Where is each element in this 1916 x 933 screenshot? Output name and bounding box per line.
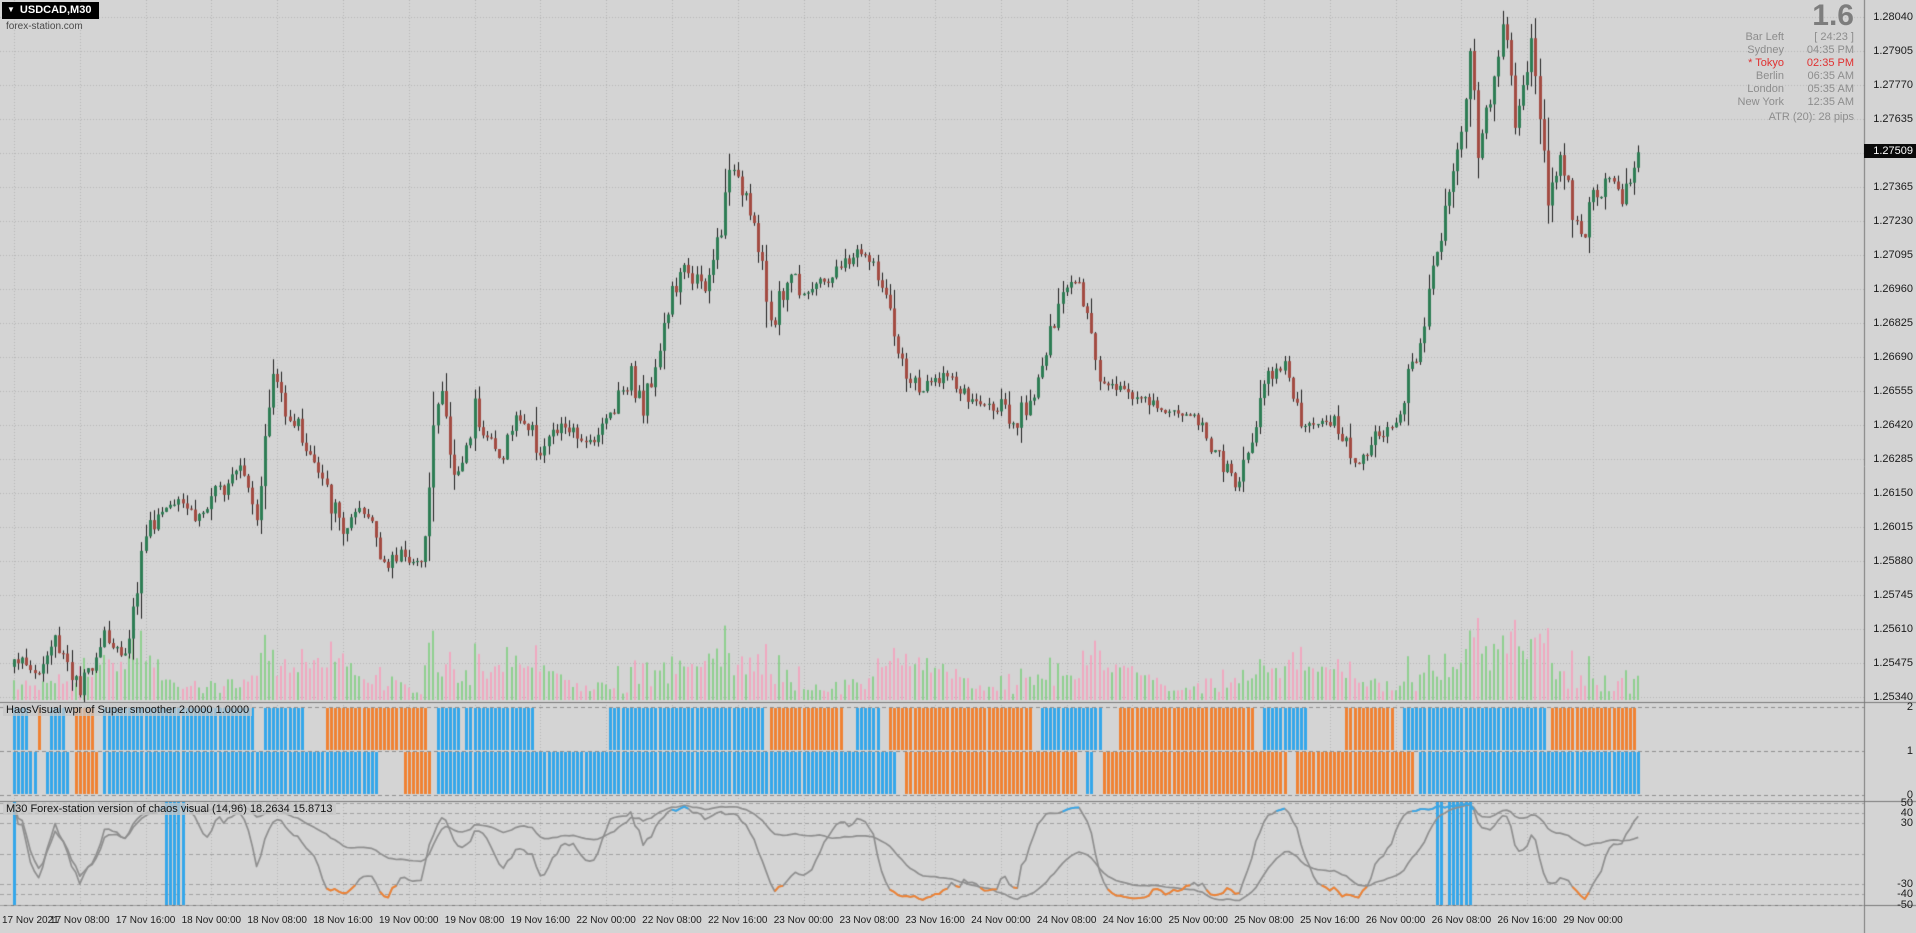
price-tick-label: 1.26150 (1873, 487, 1913, 499)
price-tick-label: 1.28040 (1873, 11, 1913, 23)
clock-row-sydney: Sydney 04:35 PM (1726, 44, 1854, 57)
price-tick-label: 1.27905 (1873, 45, 1913, 57)
price-tick-label: 1.26960 (1873, 283, 1913, 295)
clock-row-newyork: New York 12:35 AM (1726, 96, 1854, 109)
time-tick-label: 25 Nov 08:00 (1234, 915, 1294, 926)
price-tick-label: 1.25610 (1873, 623, 1913, 635)
price-tick-label: 1.26420 (1873, 419, 1913, 431)
clock-value: 06:35 AM (1807, 70, 1854, 82)
indicator2-title: M30 Forex-station version of chaos visua… (3, 803, 336, 815)
time-tick-label: 17 Nov 16:00 (115, 915, 176, 926)
price-tick-label: 1.25745 (1873, 589, 1913, 601)
time-tick-label: 24 Nov 08:00 (1036, 915, 1097, 926)
time-tick-label: 22 Nov 00:00 (576, 915, 636, 926)
big-number: 1.6 (1812, 0, 1854, 32)
clock-label: Berlin (1755, 70, 1784, 82)
time-tick-label: 26 Nov 00:00 (1365, 915, 1426, 926)
price-tick-label: 1.25340 (1873, 691, 1913, 703)
price-tick-label: 1.26825 (1873, 317, 1913, 329)
clock-value: 12:35 AM (1807, 96, 1854, 108)
time-tick-label: 25 Nov 00:00 (1168, 915, 1229, 926)
price-tick-label: 1.27635 (1873, 113, 1913, 125)
indicator2-scale-label: 30 (1900, 816, 1913, 829)
price-tick-label: 1.26555 (1873, 385, 1913, 397)
time-tick-label: 18 Nov 16:00 (313, 915, 373, 926)
clock-value: 04:35 PM (1806, 44, 1854, 56)
time-tick-label: 24 Nov 16:00 (1102, 915, 1163, 926)
clock-value: 05:35 AM (1807, 83, 1854, 95)
indicator2-scale-label: 50 (1900, 796, 1913, 809)
indicator2-scale-label: -30 (1897, 878, 1913, 891)
info-overlay: 1.6 Bar Left [ 24:23 ] Sydney 04:35 PM *… (1726, 0, 1854, 124)
time-tick-label: 25 Nov 16:00 (1300, 915, 1360, 926)
price-tick-label: 1.25475 (1873, 657, 1913, 669)
time-tick-label: 23 Nov 08:00 (839, 915, 900, 926)
clock-row-london: London 05:35 AM (1726, 83, 1854, 96)
time-tick-label: 19 Nov 00:00 (379, 915, 439, 926)
current-price-badge: 1.27509 (1864, 143, 1916, 158)
time-tick-label: 23 Nov 00:00 (773, 915, 834, 926)
clock-row-berlin: Berlin 06:35 AM (1726, 70, 1854, 83)
indicator1-title: HaosVisual wpr of Super smoother 2.0000 … (3, 704, 253, 716)
price-axis[interactable]: 1.280401.279051.277701.276351.275001.273… (1864, 0, 1916, 933)
atr-label: ATR (20): 28 pips (1768, 111, 1854, 123)
time-tick-label: 18 Nov 00:00 (181, 915, 242, 926)
price-tick-label: 1.25880 (1873, 555, 1913, 567)
time-axis[interactable]: 17 Nov 2021 17 Nov 08:00 17 Nov 16:00 18 No… (0, 906, 1864, 933)
clock-label: New York (1737, 96, 1784, 108)
price-tick-label: 1.26690 (1873, 351, 1913, 363)
time-tick-label: 17 Nov 08:00 (50, 915, 110, 926)
symbol-selector[interactable]: ▼ USDCAD,M30 (2, 2, 100, 19)
time-tick-label: 24 Nov 00:00 (971, 915, 1031, 926)
dropdown-icon[interactable]: ▼ (7, 5, 15, 14)
price-tick-label: 1.27365 (1873, 181, 1913, 193)
symbol-label: USDCAD,M30 (19, 4, 92, 16)
indicator1-scale-label: 2 (1906, 701, 1913, 713)
bar-left-value: [ 24:23 ] (1814, 31, 1854, 43)
time-tick-label: 22 Nov 16:00 (707, 915, 768, 926)
clock-label: London (1747, 83, 1784, 95)
price-tick-label: 1.27095 (1873, 249, 1913, 261)
time-tick-label: 26 Nov 08:00 (1431, 915, 1492, 926)
indicator1-scale-label: 0 (1906, 789, 1913, 801)
price-tick-label: 1.27230 (1873, 215, 1913, 227)
price-tick-label: 1.27770 (1873, 79, 1913, 91)
time-tick-label: 18 Nov 08:00 (247, 915, 307, 926)
clock-label: Sydney (1747, 44, 1784, 56)
indicator1-scale-label: 1 (1906, 745, 1913, 757)
time-tick-label: 22 Nov 08:00 (642, 915, 702, 926)
session-clock-table: Bar Left [ 24:23 ] Sydney 04:35 PM * Tok… (1726, 31, 1854, 109)
bar-left-label: Bar Left (1745, 31, 1784, 43)
clock-value: 02:35 PM (1806, 57, 1854, 69)
watermark: forex-station.com (6, 21, 83, 32)
clock-row-tokyo: * Tokyo 02:35 PM (1726, 57, 1854, 70)
time-tick-label: 26 Nov 16:00 (1497, 915, 1557, 926)
indicator2-scale-label: 40 (1900, 806, 1913, 819)
time-tick-label: 23 Nov 16:00 (905, 915, 965, 926)
time-tick-label: 17 Nov 2021 (2, 915, 59, 926)
bar-left-row: Bar Left [ 24:23 ] (1726, 31, 1854, 44)
price-tick-label: 1.26285 (1873, 453, 1913, 465)
indicator2-scale-label: -40 (1897, 888, 1913, 901)
indicator2-scale-label: -50 (1897, 898, 1913, 911)
time-tick-label: 19 Nov 16:00 (510, 915, 571, 926)
clock-label: * Tokyo (1748, 57, 1784, 69)
time-tick-label: 19 Nov 08:00 (444, 915, 505, 926)
price-tick-label: 1.26015 (1873, 521, 1913, 533)
time-tick-label: 29 Nov 00:00 (1563, 915, 1623, 926)
